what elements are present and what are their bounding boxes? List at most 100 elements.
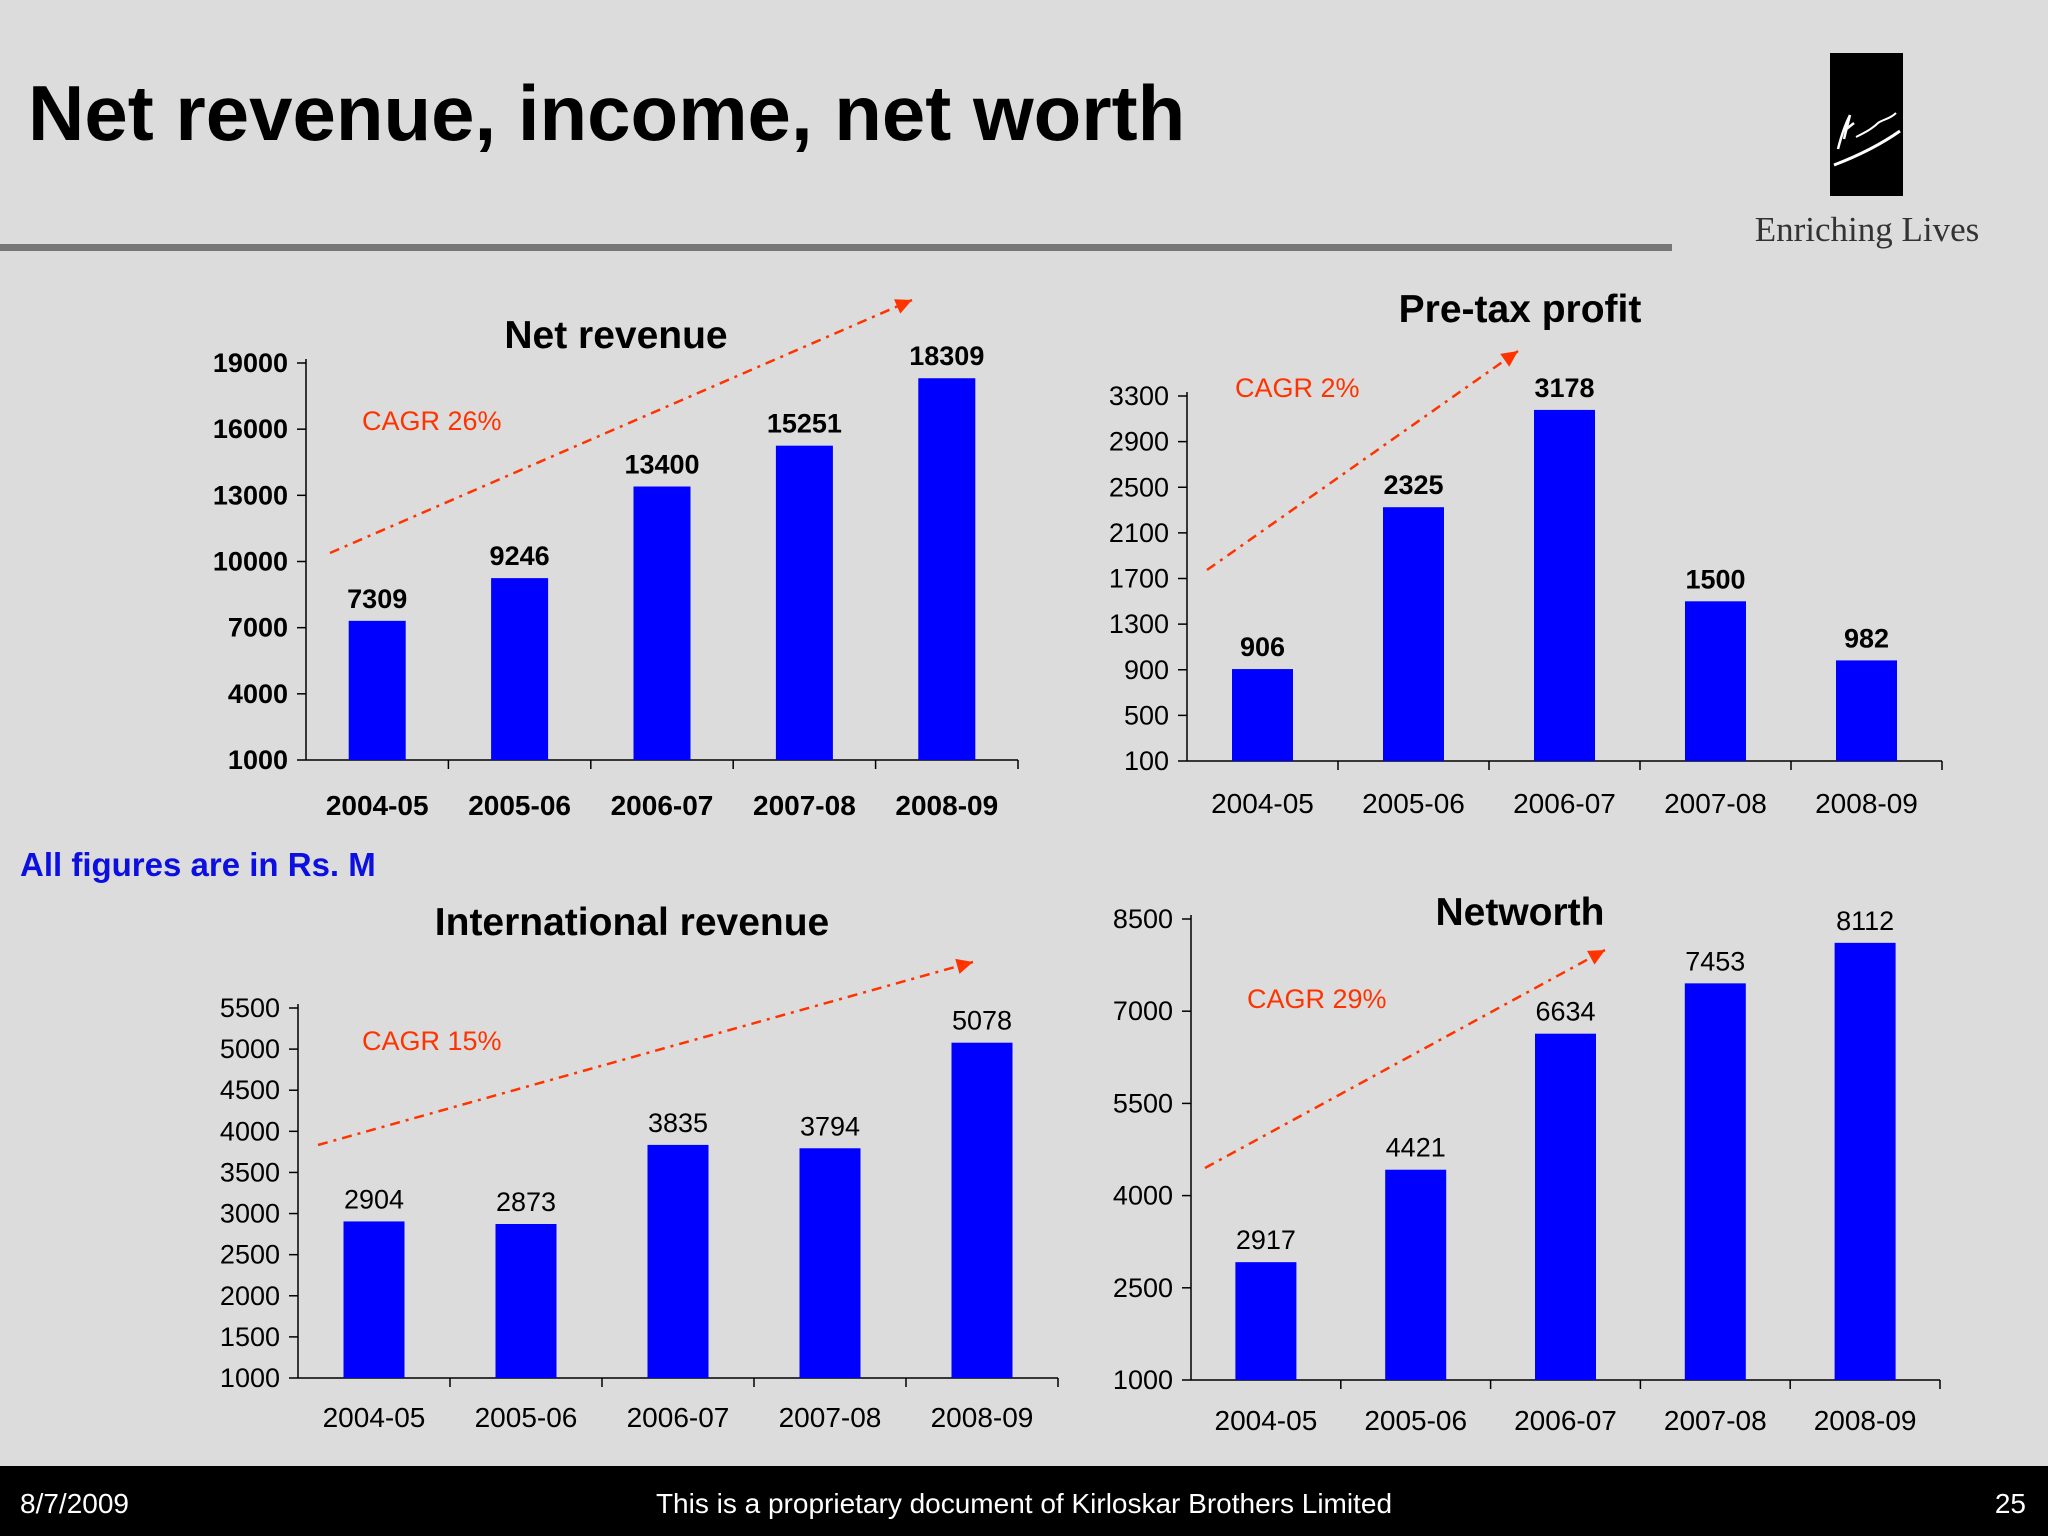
y-tick-label: 4500 <box>220 1075 280 1105</box>
chart-networth: Networth CAGR 29% 1000 2500 4000 5500 7000 8500… <box>1113 891 1941 1436</box>
y-tick-label: 1000 <box>228 745 288 775</box>
data-label: 3794 <box>800 1111 860 1141</box>
chart-international-revenue: International revenue CAGR 15% 1000 1500 200… <box>220 901 1059 1433</box>
y-tick-label: 2900 <box>1109 427 1169 457</box>
x-tick-label: 2006-07 <box>1514 1405 1617 1436</box>
y-tick-label: 3300 <box>1109 381 1169 411</box>
cagr-arrowhead <box>1587 950 1605 965</box>
footer-text: This is a proprietary document of Kirlos… <box>655 1488 1393 1519</box>
bar <box>1836 660 1897 761</box>
cagr-label: CAGR 15% <box>362 1026 502 1056</box>
y-tick-label: 2000 <box>220 1281 280 1311</box>
x-tick-label: 2006-07 <box>627 1402 730 1433</box>
x-tick-label: 2008-09 <box>931 1402 1034 1433</box>
title-divider <box>0 244 1672 251</box>
x-tick-label: 2007-08 <box>779 1402 882 1433</box>
y-tick-label: 2100 <box>1109 518 1169 548</box>
y-tick-label: 2500 <box>220 1240 280 1270</box>
y-tick-label: 1300 <box>1109 609 1169 639</box>
chart-title: Pre-tax profit <box>1399 288 1642 331</box>
x-tick-label: 2004-05 <box>323 1402 426 1433</box>
y-tick-label: 1700 <box>1109 564 1169 594</box>
x-tick-label: 2005-06 <box>1364 1405 1467 1436</box>
y-tick-label: 1000 <box>1113 1365 1173 1395</box>
bar <box>918 378 976 760</box>
y-tick-label: 8500 <box>1113 904 1173 934</box>
x-tick-label: 2006-07 <box>611 790 714 821</box>
data-label: 15251 <box>767 409 842 439</box>
x-tick-label: 2007-08 <box>753 790 856 821</box>
page-number: 25 <box>1994 1488 2026 1519</box>
y-tick-label: 4000 <box>228 679 288 709</box>
chart-panel: Net revenue CAGR 26% 1000 4000 7000 10000 1300… <box>213 288 1943 1436</box>
data-label: 13400 <box>624 450 699 480</box>
x-tick-label: 2008-09 <box>1815 788 1918 819</box>
bar <box>647 1144 709 1378</box>
y-tick-label: 10000 <box>213 547 288 577</box>
data-label: 4421 <box>1386 1133 1446 1163</box>
y-tick-label: 4000 <box>220 1116 280 1146</box>
footer-date: 8/7/2009 <box>20 1488 129 1519</box>
data-label: 18309 <box>909 341 984 371</box>
bar <box>343 1221 405 1378</box>
data-label: 2325 <box>1383 470 1443 500</box>
chart-title: Net revenue <box>504 314 727 357</box>
data-label: 6634 <box>1535 997 1595 1027</box>
bar <box>495 1223 557 1378</box>
y-tick-label: 5500 <box>220 993 280 1023</box>
cagr-label: CAGR 26% <box>362 406 502 436</box>
y-tick-label: 2500 <box>1109 472 1169 502</box>
logo-tagline: Enriching Lives <box>1754 210 1980 249</box>
cagr-arrowhead <box>955 958 973 974</box>
data-label: 2873 <box>496 1187 556 1217</box>
data-label: 2904 <box>344 1184 404 1214</box>
x-tick-label: 2008-09 <box>895 790 998 821</box>
y-tick-label: 7000 <box>228 613 288 643</box>
y-tick-label: 3500 <box>220 1157 280 1187</box>
footer-bar: 8/7/2009 This is a proprietary document … <box>0 1466 2048 1536</box>
y-tick-label: 19000 <box>213 348 288 378</box>
y-tick-label: 7000 <box>1113 996 1173 1026</box>
data-label: 1500 <box>1685 564 1745 594</box>
bar <box>951 1042 1013 1378</box>
chart-title: Networth <box>1436 891 1605 934</box>
y-tick-label: 100 <box>1124 746 1169 776</box>
logo-wordmark-mark <box>1833 112 1901 167</box>
y-tick-label: 1500 <box>220 1322 280 1352</box>
bar <box>1535 1033 1596 1380</box>
y-tick-label: 5500 <box>1113 1088 1173 1118</box>
chart-title: International revenue <box>435 901 829 944</box>
chart-net-revenue: Net revenue CAGR 26% 1000 4000 7000 10000 1300… <box>213 298 1019 821</box>
bar <box>1685 601 1746 761</box>
x-tick-label: 2005-06 <box>1362 788 1465 819</box>
data-label: 982 <box>1844 623 1889 653</box>
x-tick-label: 2004-05 <box>1215 1405 1318 1436</box>
y-tick-label: 900 <box>1124 655 1169 685</box>
cagr-label: CAGR 2% <box>1235 373 1360 403</box>
cagr-arrowhead <box>894 299 912 314</box>
bar <box>1684 983 1746 1380</box>
y-tick-label: 500 <box>1124 700 1169 730</box>
bar <box>1834 942 1896 1380</box>
cagr-trend-arrow <box>1206 349 1519 572</box>
y-tick-label: 5000 <box>220 1034 280 1064</box>
cagr-trend-arrow <box>1204 948 1606 1170</box>
page-title: Net revenue, income, net worth <box>28 69 1186 157</box>
data-label: 7309 <box>347 584 407 614</box>
bar <box>633 486 691 760</box>
data-label: 5078 <box>952 1006 1012 1036</box>
x-tick-label: 2004-05 <box>326 790 429 821</box>
data-label: 2917 <box>1236 1225 1296 1255</box>
cagr-trend-arrow <box>329 298 913 555</box>
bar <box>1383 507 1444 761</box>
y-tick-label: 16000 <box>213 414 288 444</box>
chart-pretax-profit: Pre-tax profit CAGR 2% 100 500 900 1300 1700 21… <box>1109 288 1943 819</box>
units-note: All figures are in Rs. M <box>20 846 376 883</box>
cagr-arrowhead <box>1500 351 1518 367</box>
x-tick-label: 2006-07 <box>1513 788 1616 819</box>
bar <box>1385 1169 1447 1380</box>
bar <box>491 578 549 760</box>
y-tick-label: 3000 <box>220 1199 280 1229</box>
data-label: 8112 <box>1836 906 1894 936</box>
cagr-trend-arrow <box>317 960 974 1147</box>
